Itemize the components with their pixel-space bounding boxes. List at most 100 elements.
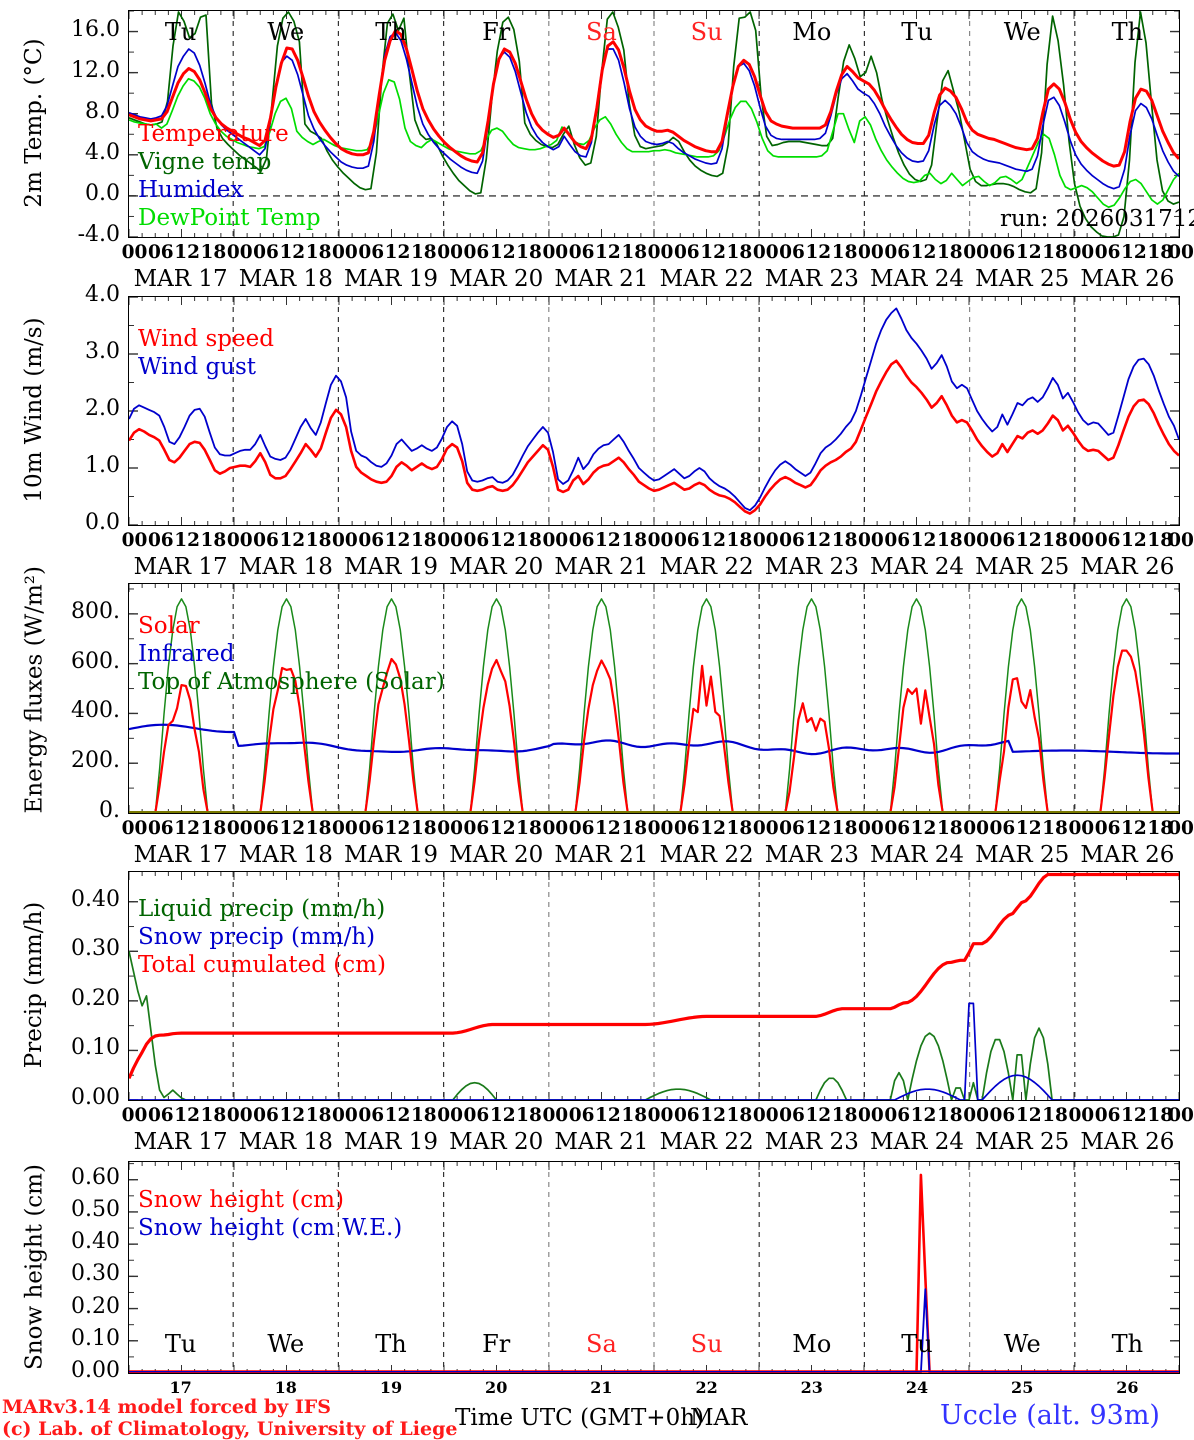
y-tick-label-wind-1: 3.0 [85,339,120,364]
hour-label: 12 [1121,242,1147,263]
series-temperature [129,29,1179,168]
day-of-week-label-top-2: Th [375,18,407,46]
hour-label: 00 [647,242,674,263]
date-label: MAR 24 [869,554,965,580]
date-label: MAR 18 [238,266,333,292]
hour-label: 18 [305,242,332,263]
hour-label: 00 [542,818,569,839]
y-tick-label-wind-3: 1.0 [85,453,120,478]
day-of-week-label-bottom-1: We [267,1330,305,1358]
hour-axis-temperature: 00 06 12 18 00 06 12 18 00 06 12 18 00 06 12 18 00 06 12 18… [0,242,1194,266]
date-label: MAR 18 [238,1129,333,1155]
y-tick-label-wind-0: 4.0 [85,282,120,307]
hour-label: 18 [936,242,963,263]
hour-label: 12 [1121,530,1147,551]
y-tick-label-energy_fluxes-4: 0. [99,798,120,823]
legend-entry-0: Snow height (cm) [138,1187,344,1213]
y-tick-label-temperature-4: 0.0 [85,180,120,206]
day-number-label-4: 21 [590,1378,613,1397]
hour-label: 12 [700,242,726,263]
day-of-week-label-bottom-8: We [1003,1330,1041,1358]
hour-label: 06 [779,242,805,263]
series-liquid-precip [129,951,1179,1100]
hour-label: 00 [963,818,989,839]
hour-label: 12 [805,530,832,551]
y-tick-label-temperature-0: 16.0 [71,16,120,42]
y-tick-label-temperature-2: 8.0 [85,98,120,124]
hour-label: 00 [752,1105,779,1126]
hour-label: 00 [647,530,674,551]
hour-axis-wind: 00 06 12 18 00 06 12 18 00 06 12 18 00 06 12 18 00 06 12 18… [0,530,1194,554]
legend-snow_height: Snow height (cm) Snow height (cm W.E.) [138,1186,402,1242]
y-tick-label-snow_height-4: 0.20 [71,1293,120,1319]
day-number-label-1: 18 [274,1378,297,1397]
hour-label: 06 [673,818,700,839]
hour-label: 06 [147,1105,174,1126]
hour-label: 12 [805,1105,832,1126]
y-tick-label-wind-4: 0.0 [85,510,120,535]
plot-svg-energy_fluxes [129,584,1179,813]
plot-svg-snow_height [129,1162,1179,1373]
day-of-week-label-top-7: Tu [901,18,933,46]
hour-label: 00 [1168,242,1194,263]
hour-label: 18 [1147,1105,1174,1126]
hour-label: 00 [542,242,569,263]
footer-time-axis-month: MAR [690,1405,748,1431]
date-label: MAR 24 [869,1129,965,1155]
hour-label: 00 [1068,1105,1095,1126]
y-tick-label-temperature-3: 4.0 [85,139,120,165]
legend-entry-1: Snow precip (mm/h) [138,924,376,951]
hour-label: 06 [779,818,805,839]
date-label: MAR 19 [343,842,439,868]
day-number-label-6: 23 [800,1378,823,1397]
hour-label: 12 [595,818,621,839]
hour-axis-precip: 00 06 12 18 00 06 12 18 00 06 12 18 00 06 12 18 00 06 12 18… [0,1105,1194,1129]
day-number-label-3: 20 [485,1378,508,1397]
date-label: MAR 21 [554,266,649,292]
hour-label: 12 [700,530,726,551]
hour-label: 06 [147,242,174,263]
hour-label: 06 [989,242,1016,263]
hour-label: 12 [1015,242,1042,263]
day-number-label-5: 22 [695,1378,718,1397]
hour-label: 06 [358,818,385,839]
day-number-label-0: 17 [169,1378,192,1397]
legend-entry-0: Solar [138,613,200,639]
plot-area-temperature [128,10,1180,238]
hour-label: 00 [963,242,989,263]
day-of-week-label-bottom-3: Fr [482,1330,511,1358]
hour-label: 18 [410,818,437,839]
hour-label: 18 [1147,530,1174,551]
day-of-week-label-bottom-6: Mo [792,1330,832,1358]
y-tick-label-precip-0: 0.40 [71,886,120,912]
hour-label: 06 [253,818,279,839]
date-label: MAR 26 [1080,554,1175,580]
date-label: MAR 18 [238,554,333,580]
hour-label: 06 [568,1105,595,1126]
hour-label: 00 [226,530,253,551]
date-label: MAR 25 [975,554,1070,580]
day-of-week-label-top-5: Su [690,18,723,46]
legend-entry-2: Top of Atmosphere (Solar) [138,669,445,696]
hour-label: 18 [831,818,858,839]
hour-label: 00 [963,530,989,551]
day-number-label-2: 19 [379,1378,403,1397]
hour-label: 18 [1042,1105,1068,1126]
hour-label: 00 [542,530,569,551]
hour-label: 12 [700,1105,726,1126]
hour-label: 06 [673,1105,700,1126]
hour-label: 00 [1168,530,1194,551]
hour-label: 18 [726,818,753,839]
series-top-of-atmosphere [129,598,1179,813]
plot-svg-precip [129,872,1179,1100]
hour-label: 18 [1147,242,1174,263]
hour-label: 00 [752,818,779,839]
hour-label: 12 [805,818,832,839]
y-tick-label-precip-2: 0.20 [71,985,120,1011]
hour-label: 00 [121,818,148,839]
hour-label: 18 [305,1105,332,1126]
hour-label: 00 [437,530,463,551]
hour-label: 06 [147,530,174,551]
hour-label: 06 [779,530,805,551]
date-label: MAR 25 [975,842,1070,868]
